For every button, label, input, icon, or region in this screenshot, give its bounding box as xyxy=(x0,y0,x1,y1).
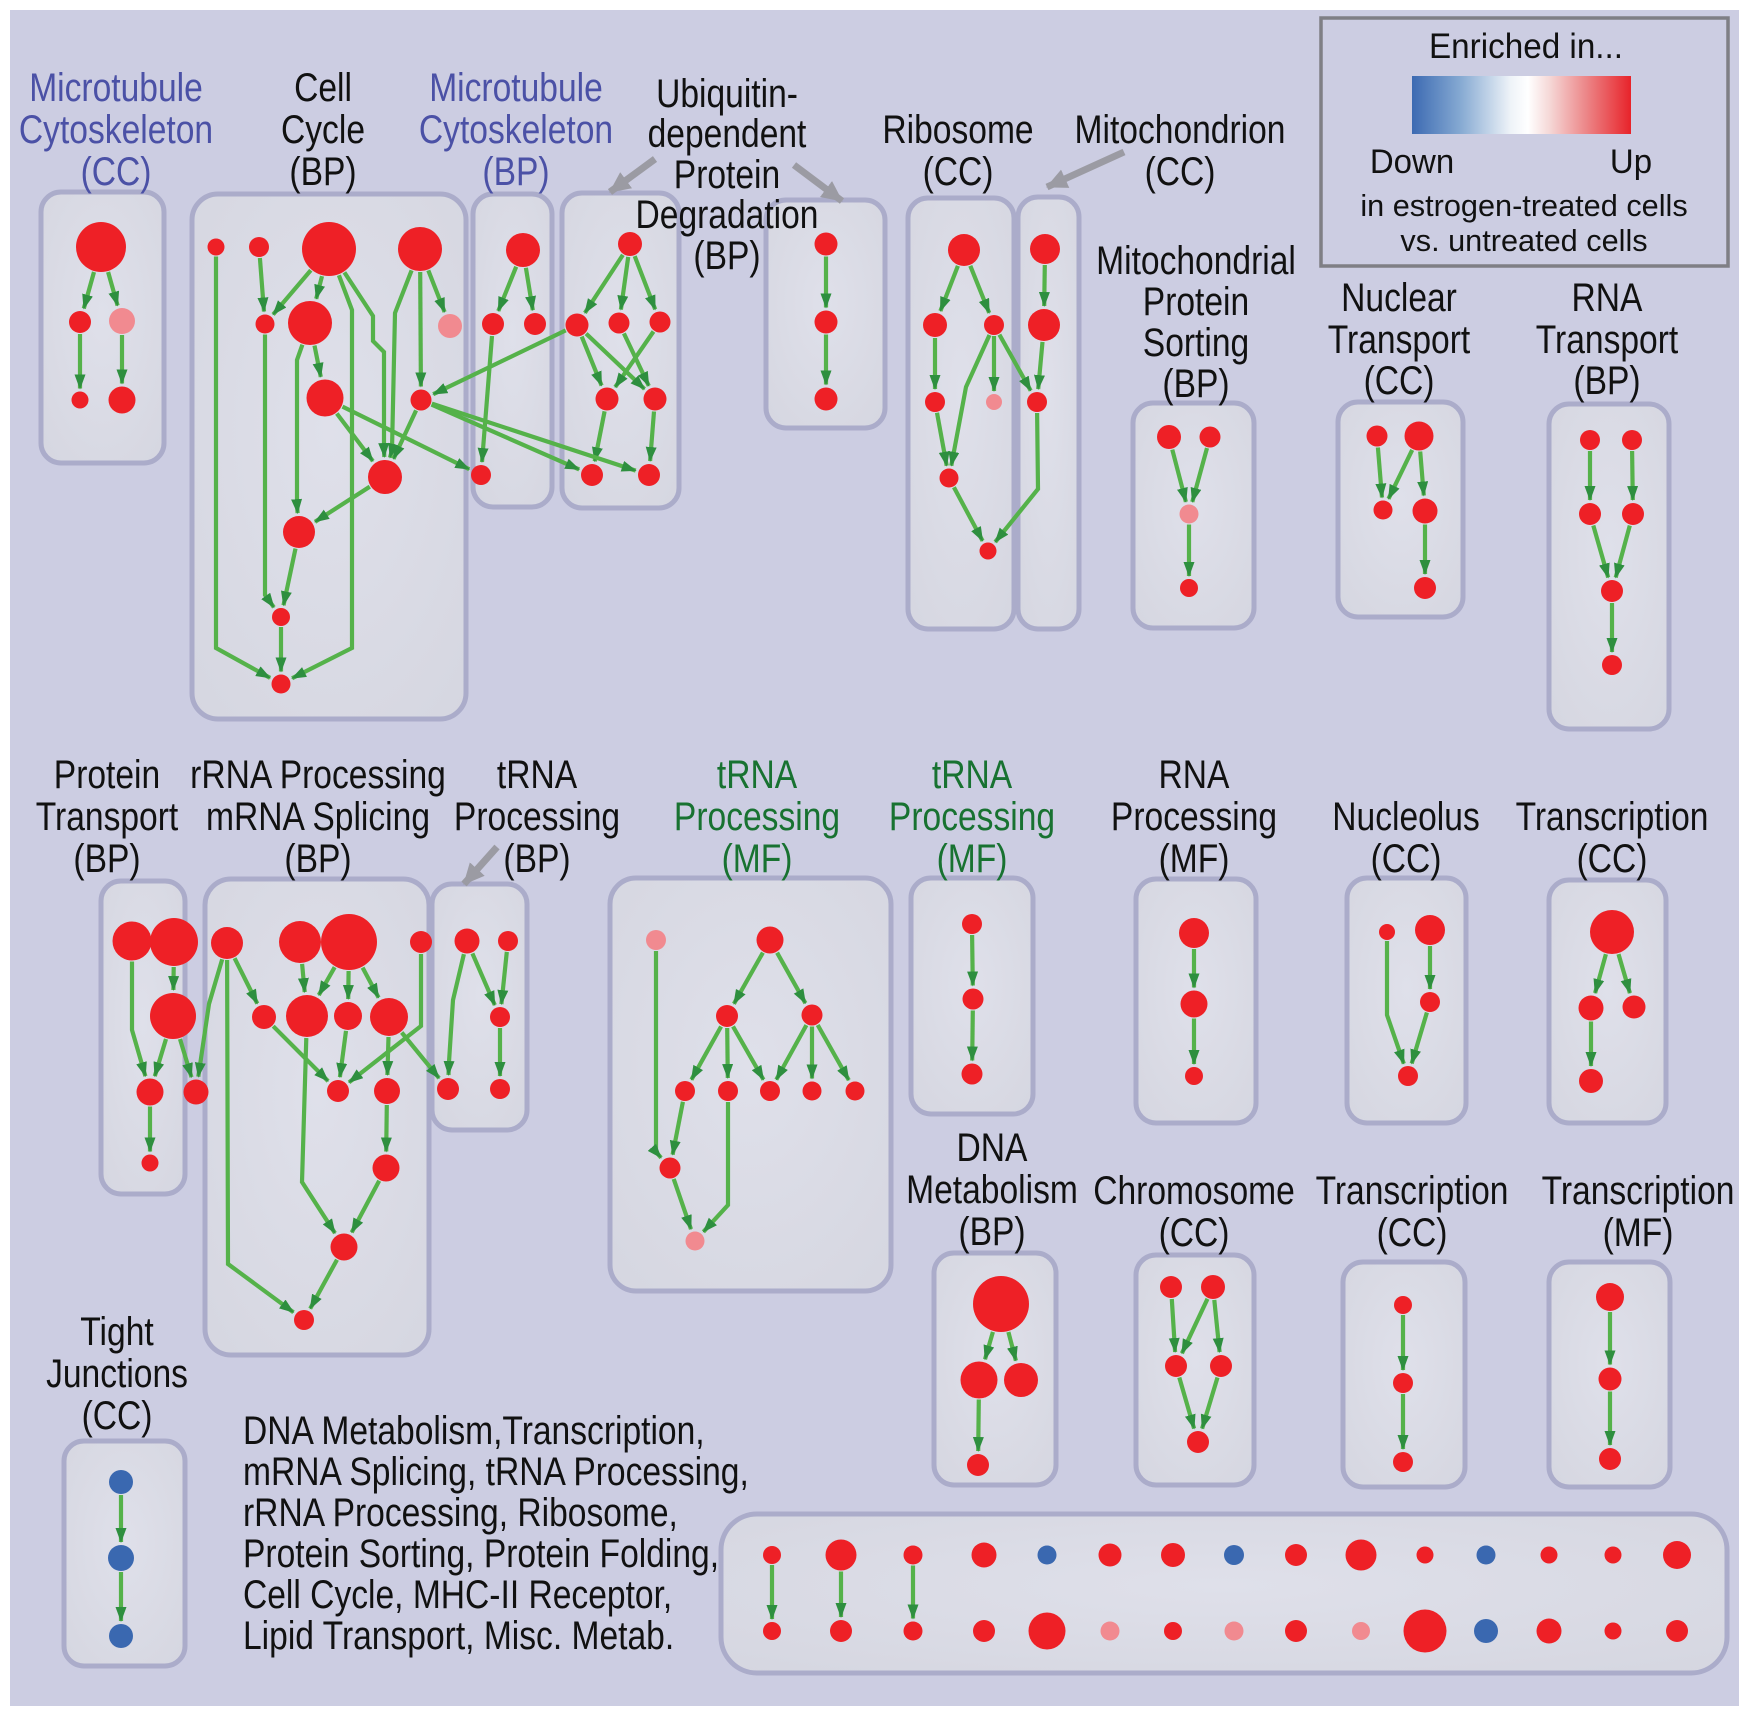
svg-text:Mitochondrion: Mitochondrion xyxy=(1075,107,1286,151)
svg-text:(CC): (CC) xyxy=(1377,1210,1448,1254)
svg-text:Cytoskeleton: Cytoskeleton xyxy=(19,107,213,151)
svg-text:(BP): (BP) xyxy=(693,233,760,277)
svg-text:Microtubule: Microtubule xyxy=(29,65,203,109)
svg-text:mRNA Splicing, tRNA Processing: mRNA Splicing, tRNA Processing, xyxy=(243,1449,749,1493)
svg-text:Transport: Transport xyxy=(1328,317,1470,361)
svg-text:(BP): (BP) xyxy=(1573,358,1640,402)
svg-text:Nuclear: Nuclear xyxy=(1341,275,1457,319)
svg-text:tRNA: tRNA xyxy=(932,752,1013,796)
svg-text:(BP): (BP) xyxy=(289,149,356,193)
svg-text:vs. untreated cells: vs. untreated cells xyxy=(1400,223,1647,258)
svg-text:Processing: Processing xyxy=(454,794,620,838)
svg-text:Transcription: Transcription xyxy=(1542,1168,1735,1212)
svg-text:mRNA Splicing: mRNA Splicing xyxy=(206,794,430,838)
svg-text:Junctions: Junctions xyxy=(46,1351,188,1395)
svg-text:(MF): (MF) xyxy=(1159,836,1230,880)
svg-text:(BP): (BP) xyxy=(1162,361,1229,405)
svg-text:(MF): (MF) xyxy=(1603,1210,1674,1254)
svg-text:Processing: Processing xyxy=(889,794,1055,838)
svg-text:(MF): (MF) xyxy=(937,836,1008,880)
svg-text:(BP): (BP) xyxy=(482,149,549,193)
svg-text:RNA: RNA xyxy=(1572,275,1643,319)
svg-text:Protein: Protein xyxy=(674,152,780,196)
svg-text:(CC): (CC) xyxy=(1159,1210,1230,1254)
svg-text:Chromosome: Chromosome xyxy=(1093,1168,1295,1212)
svg-text:(CC): (CC) xyxy=(81,149,152,193)
svg-text:Cell: Cell xyxy=(294,65,352,109)
svg-text:Protein Sorting, Protein Foldi: Protein Sorting, Protein Folding, xyxy=(243,1531,719,1575)
svg-text:Protein: Protein xyxy=(1143,279,1249,323)
svg-text:Cell Cycle, MHC-II Receptor,: Cell Cycle, MHC-II Receptor, xyxy=(243,1572,672,1616)
svg-text:(BP): (BP) xyxy=(958,1209,1025,1253)
svg-text:Sorting: Sorting xyxy=(1143,320,1249,364)
svg-text:in estrogen-treated cells: in estrogen-treated cells xyxy=(1360,188,1687,223)
svg-text:Protein: Protein xyxy=(54,752,160,796)
svg-text:(CC): (CC) xyxy=(82,1393,153,1437)
svg-text:tRNA: tRNA xyxy=(717,752,798,796)
svg-text:Up: Up xyxy=(1610,144,1652,182)
svg-text:Metabolism: Metabolism xyxy=(906,1167,1078,1211)
svg-text:Enriched in...: Enriched in... xyxy=(1429,27,1623,66)
svg-text:Tight: Tight xyxy=(80,1309,153,1353)
svg-text:(CC): (CC) xyxy=(1371,836,1442,880)
svg-text:(MF): (MF) xyxy=(722,836,793,880)
svg-text:Processing: Processing xyxy=(1111,794,1277,838)
svg-text:dependent: dependent xyxy=(648,111,807,155)
svg-text:Degradation: Degradation xyxy=(636,192,819,236)
svg-text:DNA Metabolism,Transcription,: DNA Metabolism,Transcription, xyxy=(243,1408,705,1452)
svg-text:Nucleolus: Nucleolus xyxy=(1332,794,1479,838)
svg-text:(BP): (BP) xyxy=(284,836,351,880)
svg-text:(CC): (CC) xyxy=(1577,836,1648,880)
svg-text:Transcription: Transcription xyxy=(1516,794,1709,838)
svg-text:Processing: Processing xyxy=(674,794,840,838)
svg-text:Transport: Transport xyxy=(1536,317,1678,361)
svg-text:rRNA Processing, Ribosome,: rRNA Processing, Ribosome, xyxy=(243,1490,678,1534)
svg-text:Transport: Transport xyxy=(36,794,178,838)
svg-text:Cytoskeleton: Cytoskeleton xyxy=(419,107,613,151)
svg-text:(CC): (CC) xyxy=(923,149,994,193)
svg-text:(BP): (BP) xyxy=(503,836,570,880)
svg-text:Mitochondrial: Mitochondrial xyxy=(1096,238,1296,282)
svg-text:(CC): (CC) xyxy=(1364,358,1435,402)
svg-text:Ubiquitin-: Ubiquitin- xyxy=(656,71,798,115)
svg-text:Microtubule: Microtubule xyxy=(429,65,603,109)
svg-text:tRNA: tRNA xyxy=(497,752,578,796)
svg-text:(BP): (BP) xyxy=(73,836,140,880)
svg-text:rRNA Processing: rRNA Processing xyxy=(190,752,446,796)
svg-text:Ribosome: Ribosome xyxy=(882,107,1033,151)
svg-text:RNA: RNA xyxy=(1159,752,1230,796)
svg-text:Lipid Transport, Misc. Metab.: Lipid Transport, Misc. Metab. xyxy=(243,1613,674,1657)
svg-text:DNA: DNA xyxy=(957,1125,1028,1169)
svg-text:Down: Down xyxy=(1370,144,1454,182)
svg-text:(CC): (CC) xyxy=(1145,149,1216,193)
svg-text:Cycle: Cycle xyxy=(281,107,365,151)
svg-text:Transcription: Transcription xyxy=(1316,1168,1509,1212)
